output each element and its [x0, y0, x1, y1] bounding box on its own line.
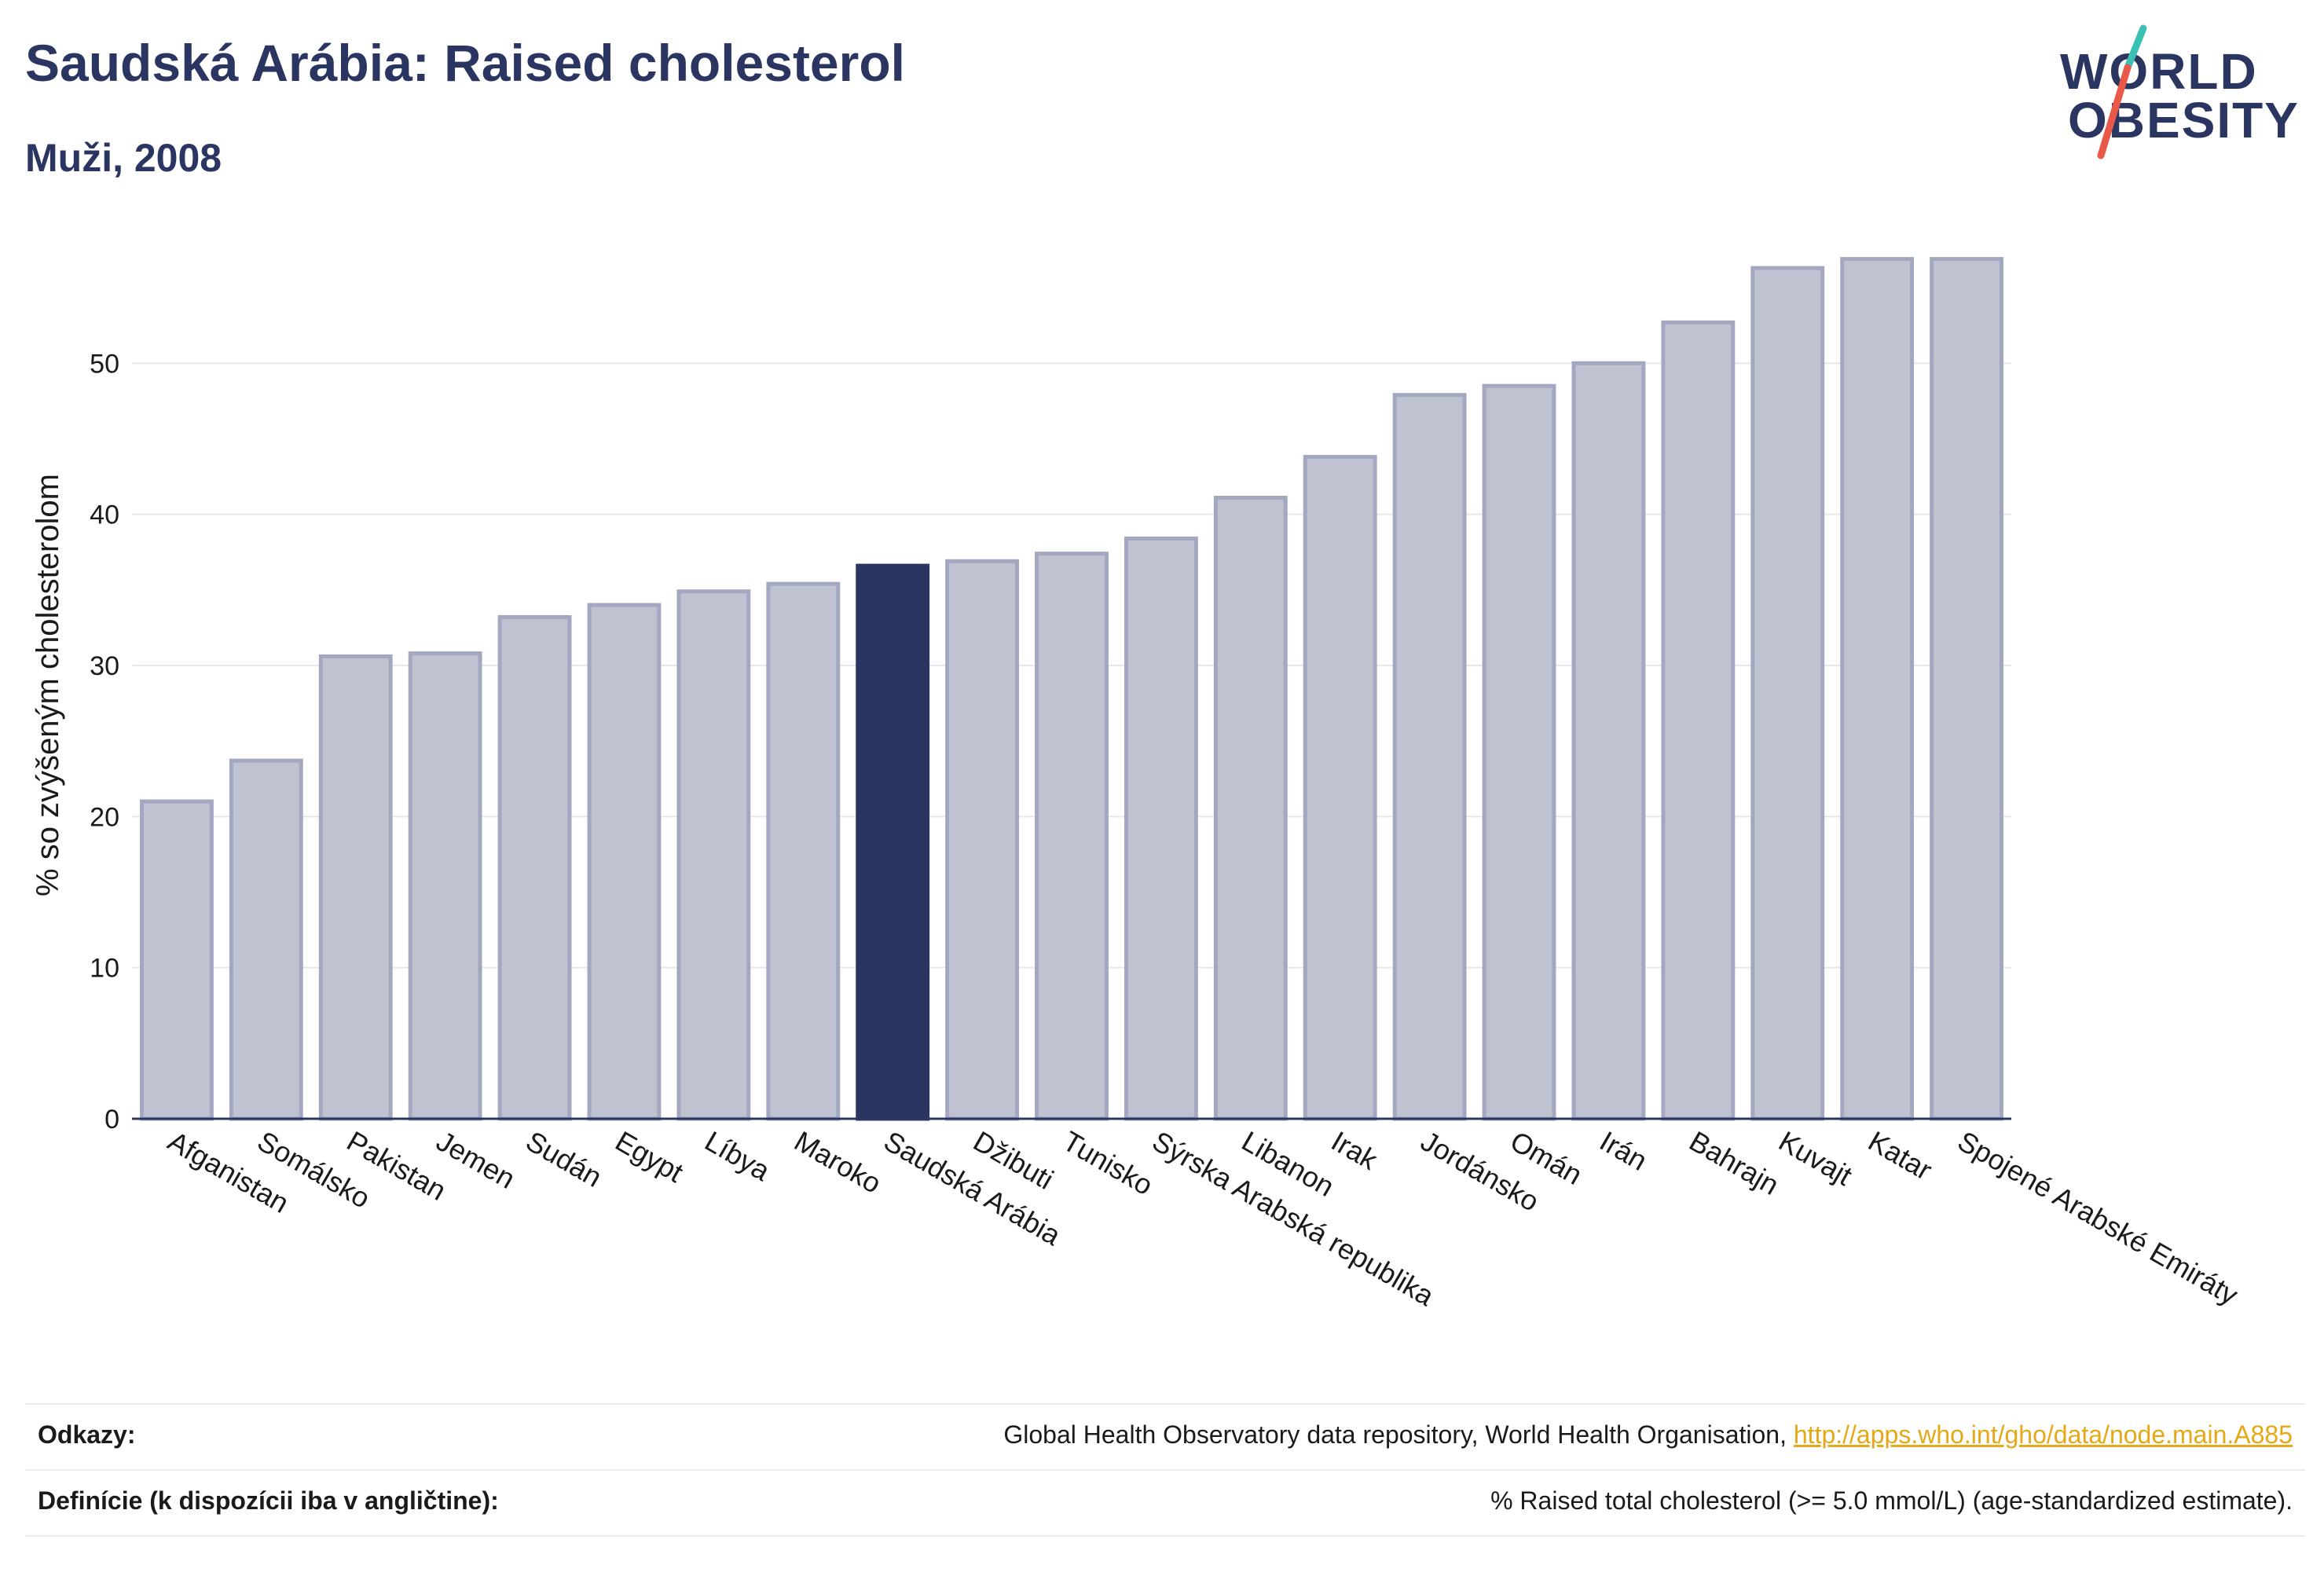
bar — [766, 581, 841, 1121]
chart-subtitle: Muži, 2008 — [25, 136, 222, 180]
bar-chart: 0 10 20 30 40 50 AfganistanSomálskoPakistanJe… — [31, 257, 2244, 1313]
x-tick-label: Irán — [1594, 1124, 1652, 1177]
bar — [1571, 361, 1646, 1121]
chart-title: Saudská Arábia: Raised cholesterol — [25, 34, 905, 92]
x-tick-label: Kuvajt — [1773, 1124, 1857, 1192]
bar — [945, 559, 1020, 1121]
sources-label: Odkazy: — [38, 1420, 136, 1449]
divider-middle — [25, 1469, 2305, 1471]
bar — [1840, 257, 1915, 1121]
x-tick-label: Líbya — [699, 1124, 776, 1187]
bar — [1213, 496, 1288, 1121]
sources-value: Global Health Observatory data repositor… — [1003, 1420, 2293, 1450]
sources-row: Odkazy: Global Health Observatory data r… — [25, 1405, 2305, 1468]
bar — [587, 603, 662, 1121]
bar — [408, 651, 482, 1121]
bar — [1035, 552, 1109, 1121]
x-tick-label: Katar — [1863, 1124, 1937, 1186]
logo-slash-icon — [2097, 24, 2147, 159]
y-tick-label: 20 — [90, 802, 119, 832]
bar — [140, 799, 214, 1121]
y-axis-label: % so zvýšeným cholesterolom — [31, 474, 65, 896]
logo-line-1: WORLD — [2060, 43, 2258, 100]
x-tick-label: Bahrajn — [1684, 1124, 1784, 1201]
y-tick-label: 40 — [90, 500, 119, 530]
definition-row: Definície (k dispozícii iba v angličtine… — [25, 1471, 2305, 1534]
y-tick-label: 0 — [104, 1105, 119, 1134]
bar — [497, 614, 572, 1121]
bar — [1661, 320, 1736, 1121]
bar — [1750, 266, 1825, 1121]
world-obesity-logo: WORLD OBESITY — [2051, 22, 2310, 163]
definition-label: Definície (k dispozícii iba v angličtine… — [38, 1486, 499, 1515]
divider-bottom — [25, 1535, 2305, 1537]
x-tick-label: Spojené Arabské Emiráty — [1952, 1124, 2244, 1311]
y-axis-ticks: 0 10 20 30 40 50 — [90, 349, 119, 1134]
x-tick-label: Egypt — [610, 1124, 688, 1189]
definition-value: % Raised total cholesterol (>= 5.0 mmol/… — [1490, 1486, 2293, 1515]
bars — [140, 257, 2003, 1121]
x-tick-label: Sudán — [521, 1124, 608, 1193]
divider-top — [25, 1403, 2305, 1405]
bar — [318, 654, 393, 1121]
x-tick-label: Tunisko — [1058, 1124, 1159, 1201]
bar — [1303, 455, 1377, 1121]
y-tick-label: 30 — [90, 651, 119, 681]
sources-link[interactable]: http://apps.who.int/gho/data/node.main.A… — [1793, 1420, 2293, 1449]
bar — [676, 589, 751, 1121]
x-tick-label: Maroko — [789, 1124, 886, 1200]
y-tick-label: 10 — [90, 954, 119, 984]
bar-highlighted — [856, 563, 930, 1121]
bar — [1392, 393, 1467, 1121]
bar — [1124, 536, 1198, 1121]
y-tick-label: 50 — [90, 349, 119, 379]
bar — [1482, 383, 1556, 1121]
x-tick-label: Irak — [1326, 1124, 1384, 1176]
sources-text: Global Health Observatory data repositor… — [1003, 1420, 1794, 1449]
bar — [1930, 257, 2003, 1121]
bar — [229, 758, 303, 1121]
